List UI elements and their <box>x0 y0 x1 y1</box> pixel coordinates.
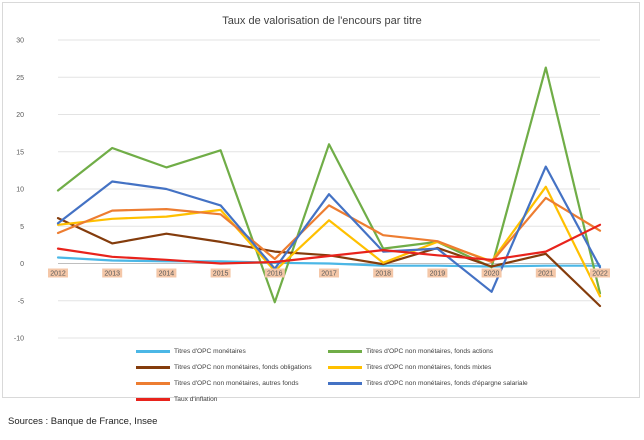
x-tick-label-bg <box>481 268 502 278</box>
y-tick-label: -10 <box>14 336 24 343</box>
x-tick-label-bg <box>264 268 285 278</box>
y-axis-ticks: -10 -5 0 5 10 15 20 25 30 <box>14 38 24 343</box>
x-tick-label: 2021 <box>538 271 554 278</box>
x-tick-label: 2016 <box>267 271 283 278</box>
y-tick-label: 10 <box>16 187 24 194</box>
x-tick-label: 2017 <box>321 271 337 278</box>
chart-frame <box>2 2 640 398</box>
x-tick-label: 2019 <box>430 271 446 278</box>
x-tick-label: 2014 <box>159 271 175 278</box>
y-tick-label: 5 <box>20 224 24 231</box>
series-line-6 <box>56 165 602 293</box>
series-line-4 <box>56 185 602 298</box>
x-tick-label-bg <box>210 268 231 278</box>
x-tick-label: 2015 <box>213 271 229 278</box>
grid <box>58 39 600 339</box>
x-tick-label: 2013 <box>104 271 120 278</box>
y-tick-label: -5 <box>18 298 24 305</box>
y-tick-label: 15 <box>16 149 24 156</box>
y-tick-label: 0 <box>20 261 24 268</box>
x-tick-label-bg <box>319 268 339 278</box>
y-tick-label: 25 <box>16 75 24 82</box>
x-tick-label-bg <box>373 268 394 278</box>
x-tick-label-bg <box>102 268 123 278</box>
y-tick-label: 30 <box>16 38 24 45</box>
x-tick-label-bg <box>590 268 610 278</box>
x-tick-label: 2018 <box>375 271 391 278</box>
x-tick-label: 2012 <box>50 271 66 278</box>
x-tick-label-bg <box>427 268 448 278</box>
series-line-5 <box>56 196 602 264</box>
series-lines <box>56 66 602 308</box>
source-note: Sources : Banque de France, Insee <box>8 416 158 427</box>
series-line-1 <box>56 256 602 268</box>
x-tick-label-bg <box>156 268 177 278</box>
x-tick-label-bg <box>48 268 68 278</box>
x-tick-label: 2022 <box>592 271 608 278</box>
chart-title: Taux de valorisation de l'encours par ti… <box>222 15 422 27</box>
x-tick-label-bg <box>535 268 556 278</box>
series-line-7 <box>56 223 602 265</box>
x-axis-ticks: 2012 2013 2014 2015 2016 2017 2018 2019 2020 2021… <box>48 268 610 278</box>
y-tick-label: 20 <box>16 112 24 119</box>
x-tick-label: 2020 <box>484 271 500 278</box>
series-line-2 <box>56 66 602 304</box>
